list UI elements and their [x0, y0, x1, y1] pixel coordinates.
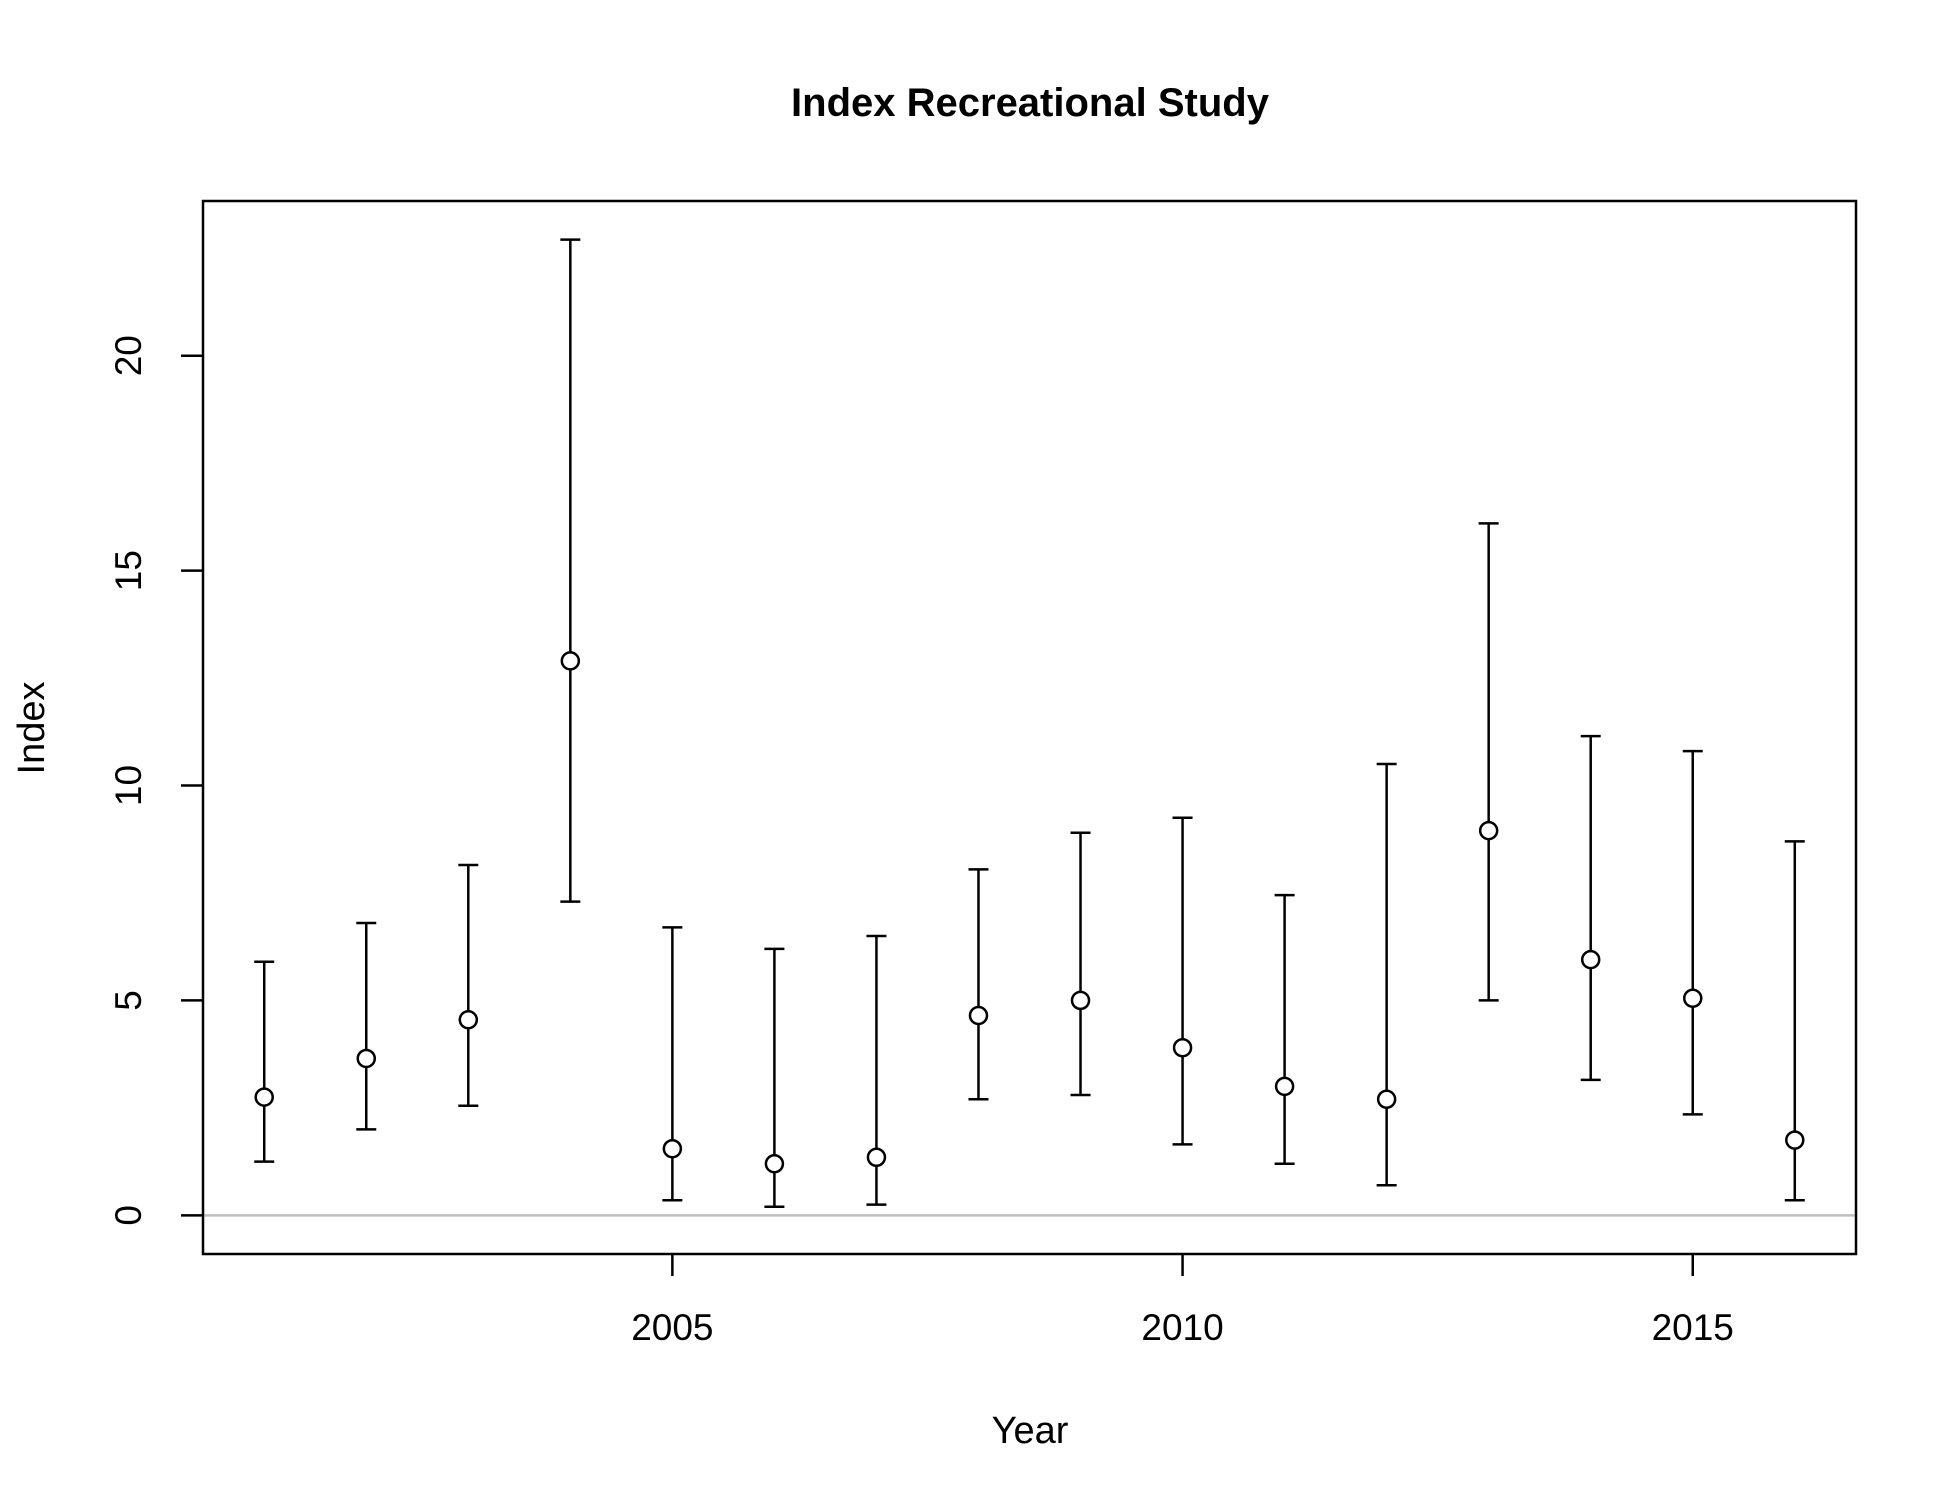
data-point	[254, 1087, 274, 1107]
data-point	[1172, 1037, 1193, 1058]
data-point	[866, 1147, 887, 1168]
data-point	[1376, 1089, 1397, 1110]
data-point	[764, 1153, 785, 1174]
x-tick-label: 2005	[631, 1307, 713, 1348]
data-point	[560, 651, 581, 671]
data-point	[1785, 1130, 1805, 1150]
data-point	[968, 1005, 989, 1026]
data-point	[458, 1010, 479, 1030]
plot-frame	[201, 199, 1858, 1256]
y-tick-label: 0	[108, 1205, 149, 1226]
y-tick-label: 10	[108, 765, 149, 806]
y-tick-label: 20	[108, 335, 149, 376]
x-tick-label: 2015	[1652, 1307, 1734, 1348]
data-point	[1478, 820, 1499, 841]
y-tick-label: 5	[108, 990, 149, 1011]
data-point	[356, 1048, 377, 1069]
y-tick-label: 15	[108, 550, 149, 591]
x-axis-label: Year	[992, 1410, 1069, 1452]
y-axis-label: Index	[11, 682, 53, 775]
data-point	[662, 1138, 683, 1159]
chart-marks: 2005 2010 2015 0 5 10 15 20	[108, 238, 1855, 1348]
data-point	[1580, 949, 1601, 970]
chart-title: Index Recreational Study	[791, 81, 1270, 125]
x-tick-label: 2010	[1141, 1307, 1223, 1348]
data-point	[1682, 988, 1703, 1009]
data-point	[1274, 1076, 1295, 1097]
data-point	[1070, 990, 1091, 1011]
